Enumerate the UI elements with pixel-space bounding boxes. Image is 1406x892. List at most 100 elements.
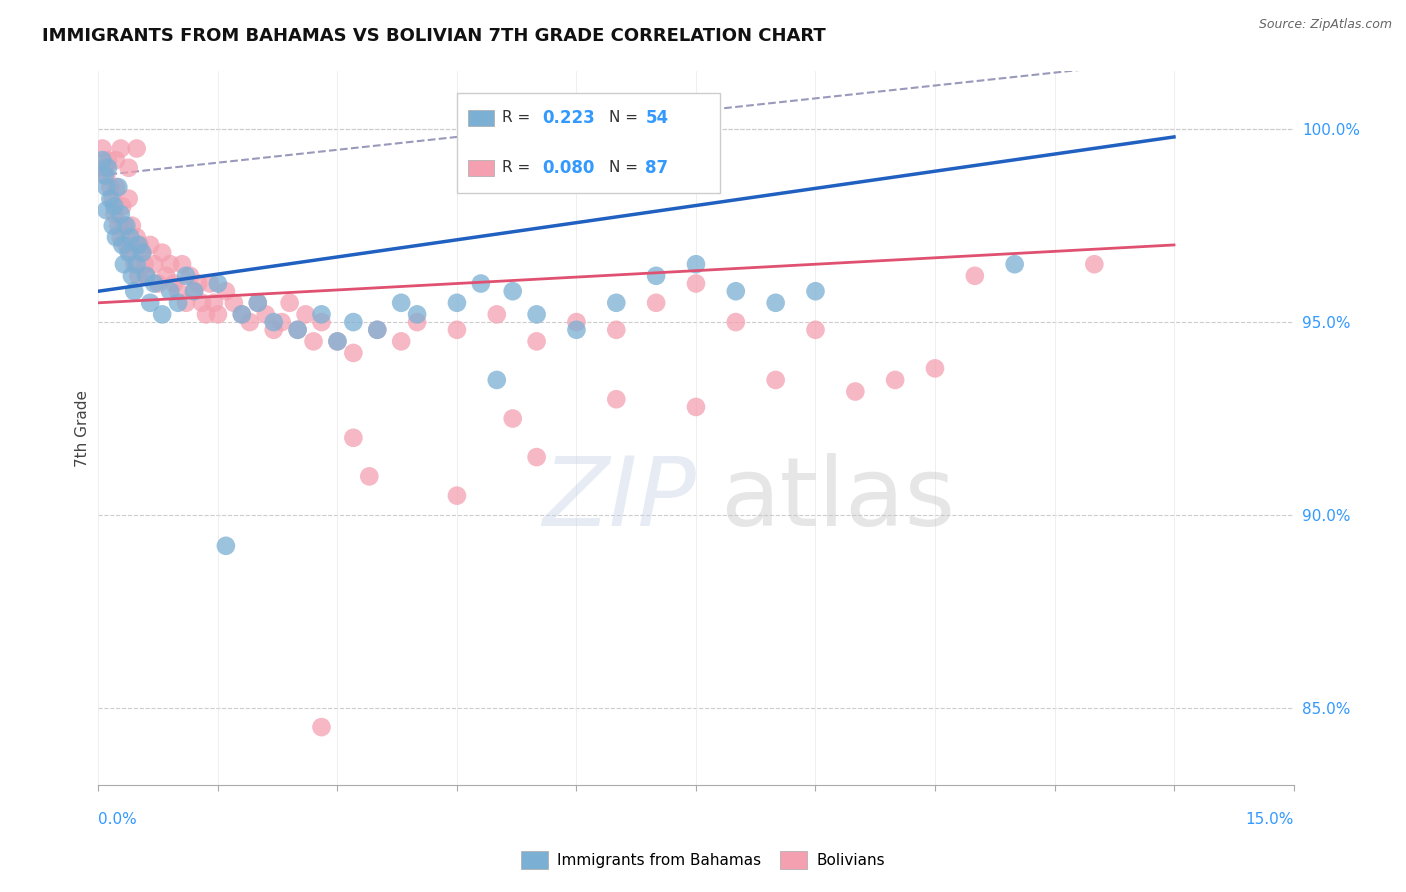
Point: [104, 180, 127, 194]
Point: [685, 277, 707, 291]
Point: [246, 295, 269, 310]
Text: R =: R =: [502, 161, 536, 175]
Point: [526, 334, 548, 349]
Text: N =: N =: [609, 111, 643, 125]
Point: [207, 307, 229, 321]
Point: [302, 334, 325, 349]
Text: Source: ZipAtlas.com: Source: ZipAtlas.com: [1258, 18, 1392, 31]
Point: [685, 400, 707, 414]
Text: ZIP: ZIP: [543, 453, 696, 546]
Point: [605, 295, 627, 310]
Point: [103, 199, 125, 213]
Text: 15.0%: 15.0%: [1246, 812, 1294, 827]
Point: [645, 268, 668, 283]
Point: [342, 315, 364, 329]
Point: [107, 180, 129, 194]
Point: [121, 268, 143, 283]
Point: [342, 346, 364, 360]
Point: [406, 315, 429, 329]
Point: [143, 277, 166, 291]
Point: [159, 284, 181, 298]
Point: [202, 295, 225, 310]
Point: [159, 257, 181, 271]
Point: [231, 307, 253, 321]
Point: [470, 277, 492, 291]
Point: [103, 207, 125, 221]
Point: [179, 268, 201, 283]
Point: [389, 334, 412, 349]
Point: [287, 323, 309, 337]
Point: [91, 153, 114, 167]
Point: [485, 307, 508, 321]
Text: 54: 54: [645, 109, 668, 127]
Point: [287, 323, 309, 337]
Point: [172, 257, 194, 271]
Point: [389, 295, 412, 310]
Point: [446, 295, 468, 310]
Point: [120, 245, 142, 260]
Point: [155, 268, 177, 283]
Point: [645, 295, 668, 310]
Point: [143, 257, 166, 271]
Point: [110, 141, 132, 155]
Point: [118, 161, 141, 175]
Point: [96, 180, 118, 194]
Point: [187, 277, 209, 291]
Point: [278, 295, 301, 310]
Point: [125, 141, 148, 155]
Point: [605, 323, 627, 337]
Point: [605, 392, 627, 407]
Point: [107, 219, 129, 233]
Point: [135, 268, 157, 283]
Text: IMMIGRANTS FROM BAHAMAS VS BOLIVIAN 7TH GRADE CORRELATION CHART: IMMIGRANTS FROM BAHAMAS VS BOLIVIAN 7TH …: [42, 27, 825, 45]
Point: [110, 207, 132, 221]
Y-axis label: 7th Grade: 7th Grade: [75, 390, 90, 467]
Point: [565, 323, 588, 337]
Point: [104, 153, 127, 167]
Point: [115, 219, 138, 233]
Point: [135, 268, 157, 283]
Point: [804, 284, 827, 298]
Point: [406, 307, 429, 321]
Point: [183, 284, 205, 298]
Point: [215, 284, 238, 298]
Point: [120, 230, 142, 244]
Text: N =: N =: [609, 161, 643, 175]
Point: [104, 230, 127, 244]
Point: [110, 230, 132, 244]
Point: [101, 192, 124, 206]
Point: [263, 323, 285, 337]
Point: [366, 323, 388, 337]
Point: [125, 230, 148, 244]
Point: [526, 450, 548, 464]
Point: [963, 268, 986, 283]
Point: [98, 180, 122, 194]
Point: [311, 307, 333, 321]
Point: [765, 295, 787, 310]
Point: [139, 238, 162, 252]
Point: [98, 192, 122, 206]
Point: [254, 307, 277, 321]
Point: [485, 373, 508, 387]
Legend: Immigrants from Bahamas, Bolivians: Immigrants from Bahamas, Bolivians: [515, 845, 891, 875]
Point: [97, 153, 120, 167]
Point: [685, 257, 707, 271]
Point: [215, 539, 238, 553]
Point: [446, 323, 468, 337]
Point: [359, 469, 381, 483]
Point: [294, 307, 316, 321]
Point: [207, 277, 229, 291]
Point: [174, 295, 197, 310]
Point: [526, 307, 548, 321]
Point: [191, 295, 214, 310]
Point: [724, 315, 747, 329]
Point: [446, 489, 468, 503]
Point: [127, 238, 149, 252]
Point: [311, 315, 333, 329]
Point: [502, 411, 524, 425]
Point: [124, 257, 146, 271]
Point: [263, 315, 285, 329]
Point: [167, 284, 190, 298]
Point: [844, 384, 866, 399]
Point: [118, 192, 141, 206]
